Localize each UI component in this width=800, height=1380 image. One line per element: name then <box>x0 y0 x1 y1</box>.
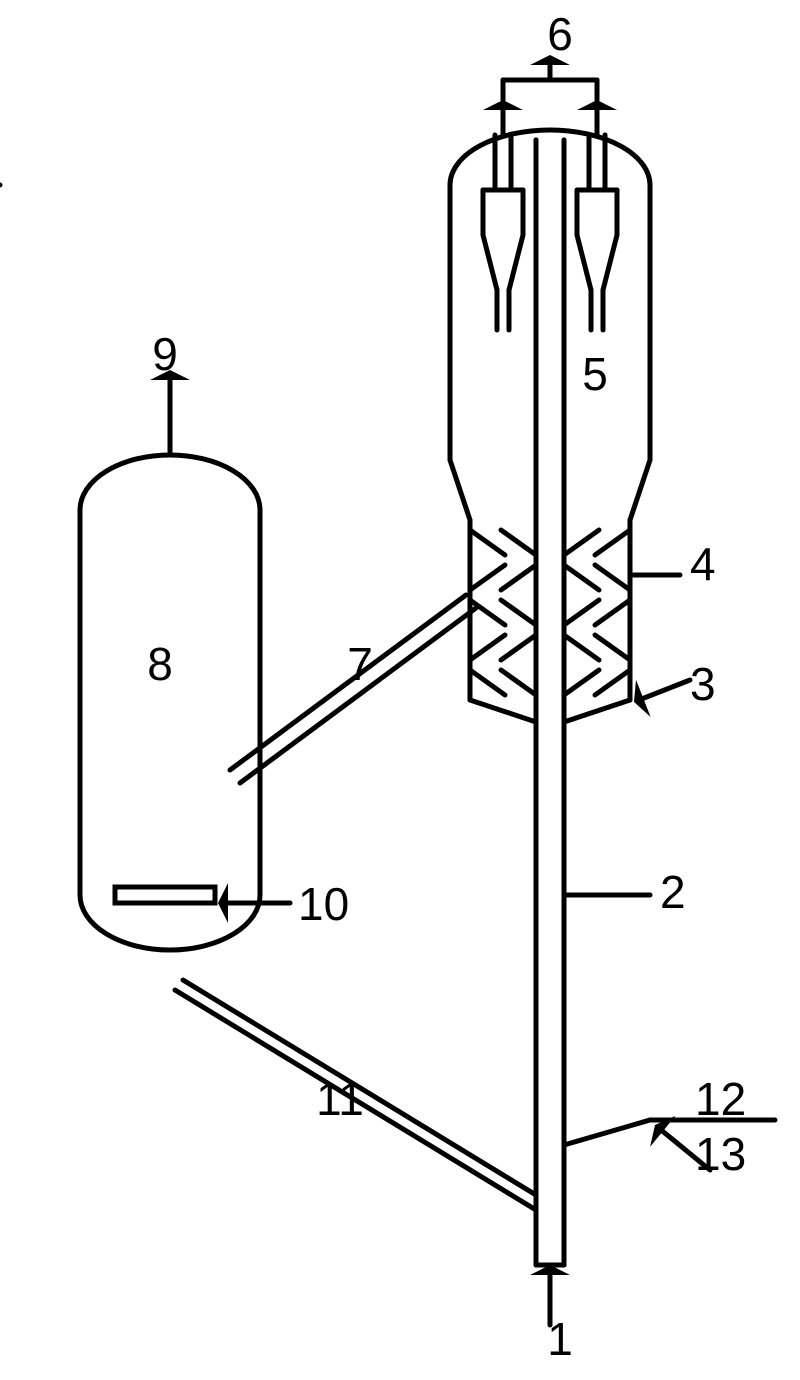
label-5: 5 <box>582 348 608 400</box>
label-4: 4 <box>690 538 716 590</box>
label-2: 2 <box>660 866 686 918</box>
label-12: 12 <box>695 1073 746 1125</box>
label-13: 13 <box>695 1128 746 1180</box>
label-6: 6 <box>547 8 573 60</box>
label-9: 9 <box>152 328 178 380</box>
label-10: 10 <box>298 878 349 930</box>
label-11: 11 <box>316 1073 364 1125</box>
label-3: 3 <box>690 658 716 710</box>
label-7: 7 <box>347 638 373 690</box>
label-1: 1 <box>547 1313 573 1365</box>
label-8: 8 <box>147 638 173 690</box>
